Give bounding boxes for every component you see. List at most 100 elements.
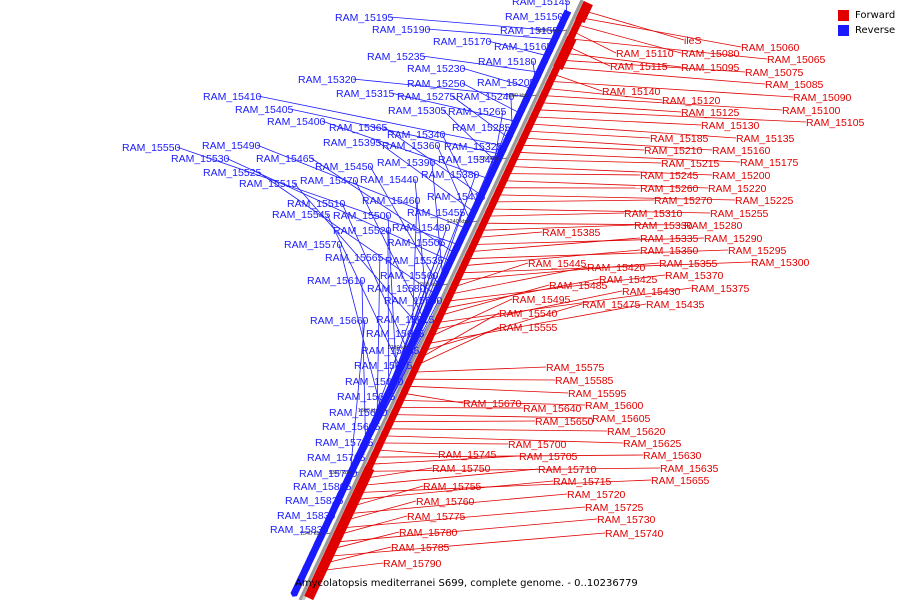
gene-label: RAM_15505 <box>387 237 446 249</box>
leader-line <box>383 126 482 196</box>
leader-line <box>341 202 409 352</box>
leader-line <box>490 208 711 214</box>
leader-line <box>513 159 662 164</box>
leader-line <box>487 40 548 57</box>
gene-label: RAM_15125 <box>681 107 740 119</box>
gene-label: RAM_15725 <box>585 502 644 514</box>
gene-label: RAM_15115 <box>610 61 668 73</box>
gene-label: RAM_15410 <box>203 91 262 103</box>
gene-label: RAM_15325 <box>444 141 503 153</box>
gene-label: RAM_15375 <box>691 283 750 295</box>
leader-line <box>349 319 366 475</box>
tick-mark <box>501 157 507 160</box>
gene-label: RAM_15630 <box>643 450 702 462</box>
gene-label: RAM_15695 <box>322 421 381 433</box>
leader-line <box>546 88 663 101</box>
gene-label: RAM_15185 <box>650 133 709 145</box>
leader-line <box>176 146 459 245</box>
leader-line <box>377 449 439 455</box>
gene-label: RAM_15065 <box>767 54 826 66</box>
gene-label: RAM_15655 <box>651 475 710 487</box>
gene-label: RAM_15330 <box>634 220 693 232</box>
gene-label: RAM_15520 <box>333 225 392 237</box>
gene-label: RAM_15590 <box>384 295 443 307</box>
gene-label: RAM_15080 <box>681 48 740 60</box>
gene-label: RAM_15625 <box>623 438 682 450</box>
gene-label: RAM_15475 <box>582 299 641 311</box>
gene-label: RAM_15775 <box>407 511 466 523</box>
gene-label: RAM_15780 <box>399 527 458 539</box>
gene-label: RAM_15430 <box>622 286 681 298</box>
gene-label: RAM_15540 <box>499 308 558 320</box>
gene-label: RAM_15340 <box>387 129 446 141</box>
tick-mark <box>383 409 389 412</box>
leader-line <box>225 157 451 262</box>
gene-label: RAM_15760 <box>416 496 475 508</box>
gene-label: RAM_15770 <box>299 468 358 480</box>
gene-label: RAM_15705 <box>519 451 578 463</box>
reverse-feature <box>290 583 302 597</box>
leader-line <box>433 290 623 330</box>
gene-label: RAM_15640 <box>523 403 582 415</box>
gene-label: RAM_15620 <box>607 426 666 438</box>
gene-label: RAM_15210 <box>644 145 703 157</box>
leader-line <box>363 467 433 479</box>
tick-label: 1320 kbp <box>329 470 352 476</box>
leader-line <box>354 179 424 319</box>
gene-label: RAM_15285 <box>452 122 511 134</box>
leader-line <box>457 262 660 281</box>
gene-label: RAM_15530 <box>171 153 230 165</box>
gene-label: RAM_15740 <box>605 528 664 540</box>
tick-label: 1300 kbp <box>358 408 381 414</box>
leader-line <box>256 144 467 229</box>
leader-line <box>480 224 635 231</box>
gene-label: RAM_15610 <box>307 275 366 287</box>
leader-line <box>380 442 509 445</box>
leader-line <box>361 279 366 442</box>
gene-label: RAM_15295 <box>728 245 787 257</box>
leader-line <box>483 222 685 226</box>
leader-line <box>360 468 539 486</box>
leader-line <box>410 378 556 381</box>
leader-line <box>421 55 540 73</box>
gene-label: RAM_15290 <box>704 233 763 245</box>
leader-line <box>533 116 702 126</box>
leader-line <box>390 420 536 423</box>
leader-line <box>411 199 418 344</box>
forward-block <box>334 465 375 536</box>
gene-label: ileS <box>684 35 702 47</box>
leader-line <box>470 237 641 252</box>
leader-line <box>450 266 588 295</box>
gene-label: RAM_15755 <box>423 481 482 493</box>
gene-label: RAM_15825 <box>285 495 344 507</box>
leader-line <box>389 16 559 32</box>
leader-line <box>333 518 598 543</box>
axis-ticks: 1180 kbp 1200 kbp 1220 kbp 1240 kbp 1260 kbp… <box>300 28 567 537</box>
gene-label: RAM_15515 <box>239 178 298 190</box>
gene-label: RAM_15545 <box>272 209 331 221</box>
leader-line <box>423 303 583 352</box>
gene-label: RAM_15550 <box>122 142 181 154</box>
gene-label: RAM_15580 <box>367 283 426 295</box>
gene-label: RAM_15605 <box>592 413 651 425</box>
leader-line <box>510 166 713 176</box>
leader-line <box>373 454 644 458</box>
gene-label: RAM_15390 <box>377 157 436 169</box>
leader-line <box>370 455 520 465</box>
leader-line <box>430 298 513 337</box>
leader-line <box>580 17 742 48</box>
leader-line <box>289 108 501 155</box>
leader-line <box>343 500 417 522</box>
leader-line <box>320 562 384 571</box>
leader-line <box>397 407 524 409</box>
leader-line <box>393 414 593 419</box>
leader-line <box>310 157 455 254</box>
gene-label: RAM_15195 <box>335 12 394 24</box>
gene-label: RAM_15455 <box>407 207 466 219</box>
gene-label: RAM_15120 <box>662 95 721 107</box>
gene-label: RAM_15220 <box>708 183 767 195</box>
leader-line <box>437 287 692 323</box>
gene-label: RAM_15835 <box>270 524 329 536</box>
